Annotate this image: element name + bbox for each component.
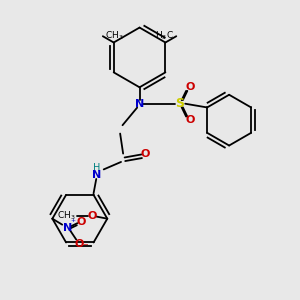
- Text: O: O: [186, 82, 195, 92]
- Text: N: N: [92, 170, 101, 180]
- Text: $^-$: $^-$: [81, 242, 89, 252]
- Text: O: O: [74, 239, 84, 249]
- Text: CH$_3$: CH$_3$: [105, 29, 124, 42]
- Text: CH$_3$: CH$_3$: [57, 209, 75, 222]
- Text: S: S: [176, 97, 184, 110]
- Text: N: N: [135, 99, 144, 109]
- Text: O: O: [141, 149, 150, 160]
- Text: O: O: [186, 115, 195, 125]
- Text: H: H: [93, 163, 100, 173]
- Text: O: O: [77, 217, 86, 227]
- Text: O: O: [88, 211, 97, 221]
- Text: N: N: [63, 223, 72, 232]
- Text: $^+$: $^+$: [69, 218, 76, 227]
- Text: H$_3$C: H$_3$C: [155, 29, 174, 42]
